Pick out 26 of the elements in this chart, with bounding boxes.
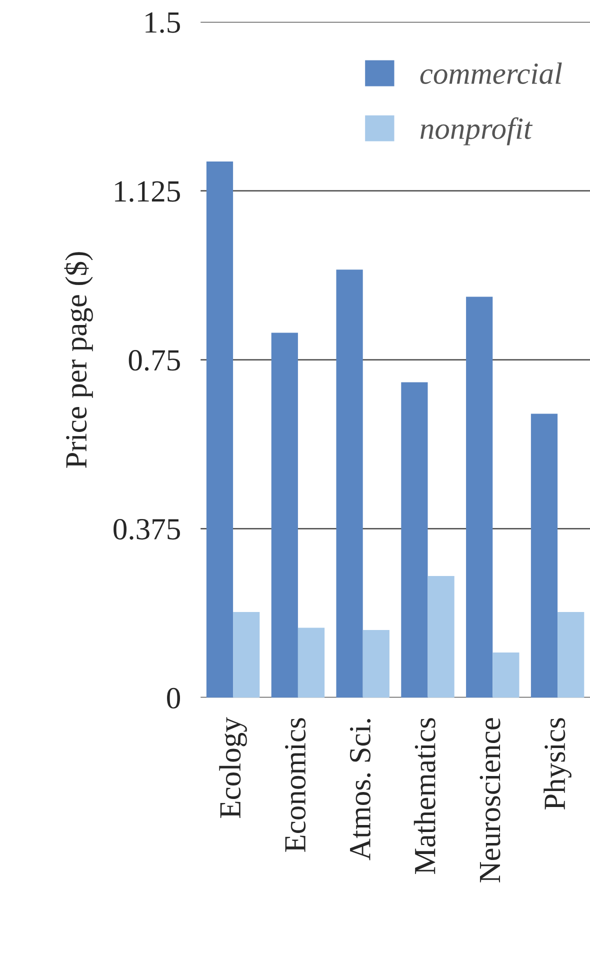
x-tick-label: Atmos. Sci. xyxy=(350,719,371,860)
bar xyxy=(206,162,234,698)
y-tick-label: 0 xyxy=(167,688,180,708)
legend-label: nonprofit xyxy=(420,117,533,146)
y-tick-label: 0.75 xyxy=(128,350,180,371)
y-tick-label: 1.5 xyxy=(146,12,180,33)
bar xyxy=(530,414,558,698)
bar xyxy=(271,332,298,698)
y-axis-title: Price per page ($) xyxy=(64,252,93,468)
y-tick-label: 0.375 xyxy=(114,518,180,540)
bar xyxy=(233,612,260,698)
y-tick-label: 1.125 xyxy=(115,181,180,202)
x-tick-label: Ecology xyxy=(219,717,247,818)
bar xyxy=(466,296,493,698)
bar xyxy=(336,270,363,698)
bar xyxy=(362,630,390,698)
bar xyxy=(428,576,454,698)
bar xyxy=(492,652,520,698)
bar xyxy=(401,382,428,698)
legend-label: commercial xyxy=(420,62,562,84)
bar xyxy=(298,628,325,698)
x-tick-label: Mathematics xyxy=(414,718,436,874)
bar xyxy=(558,612,584,698)
x-tick-label: Neuroscience xyxy=(480,718,500,882)
x-tick-label: Economics xyxy=(285,718,306,852)
x-tick-label: Physics xyxy=(544,718,572,810)
